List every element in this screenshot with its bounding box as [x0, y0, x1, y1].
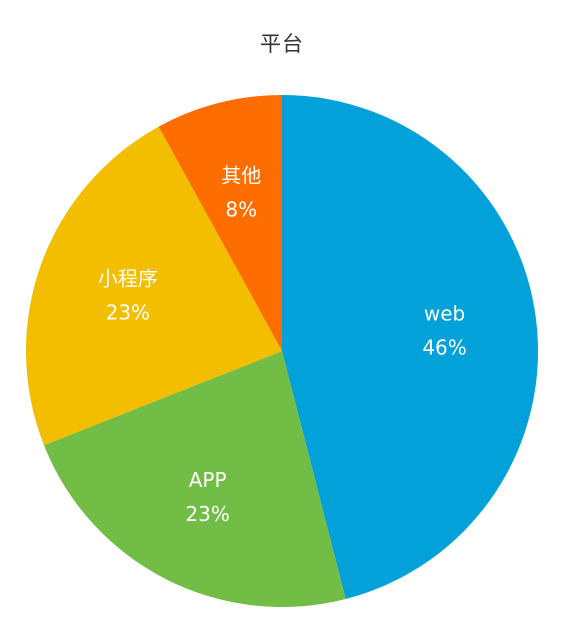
slice-label-0: web	[424, 301, 465, 325]
pie-slice-1	[43, 351, 346, 607]
slice-percent-2: 23%	[106, 301, 150, 325]
slice-label-2: 小程序	[98, 267, 158, 291]
pie-slice-0	[282, 95, 538, 599]
pie-slice-2	[25, 126, 282, 446]
pie-labels: web 46% APP 23% 小程序 23% 其他 8%	[98, 163, 467, 526]
chart-title: 平台	[260, 32, 304, 56]
slice-percent-1: 23%	[185, 502, 229, 526]
slice-percent-0: 46%	[422, 335, 466, 359]
slice-percent-3: 8%	[225, 197, 257, 221]
pie-slice-3	[158, 95, 282, 351]
slice-label-1: APP	[189, 468, 227, 492]
pie-slices	[25, 95, 538, 607]
slice-label-3: 其他	[221, 163, 261, 187]
